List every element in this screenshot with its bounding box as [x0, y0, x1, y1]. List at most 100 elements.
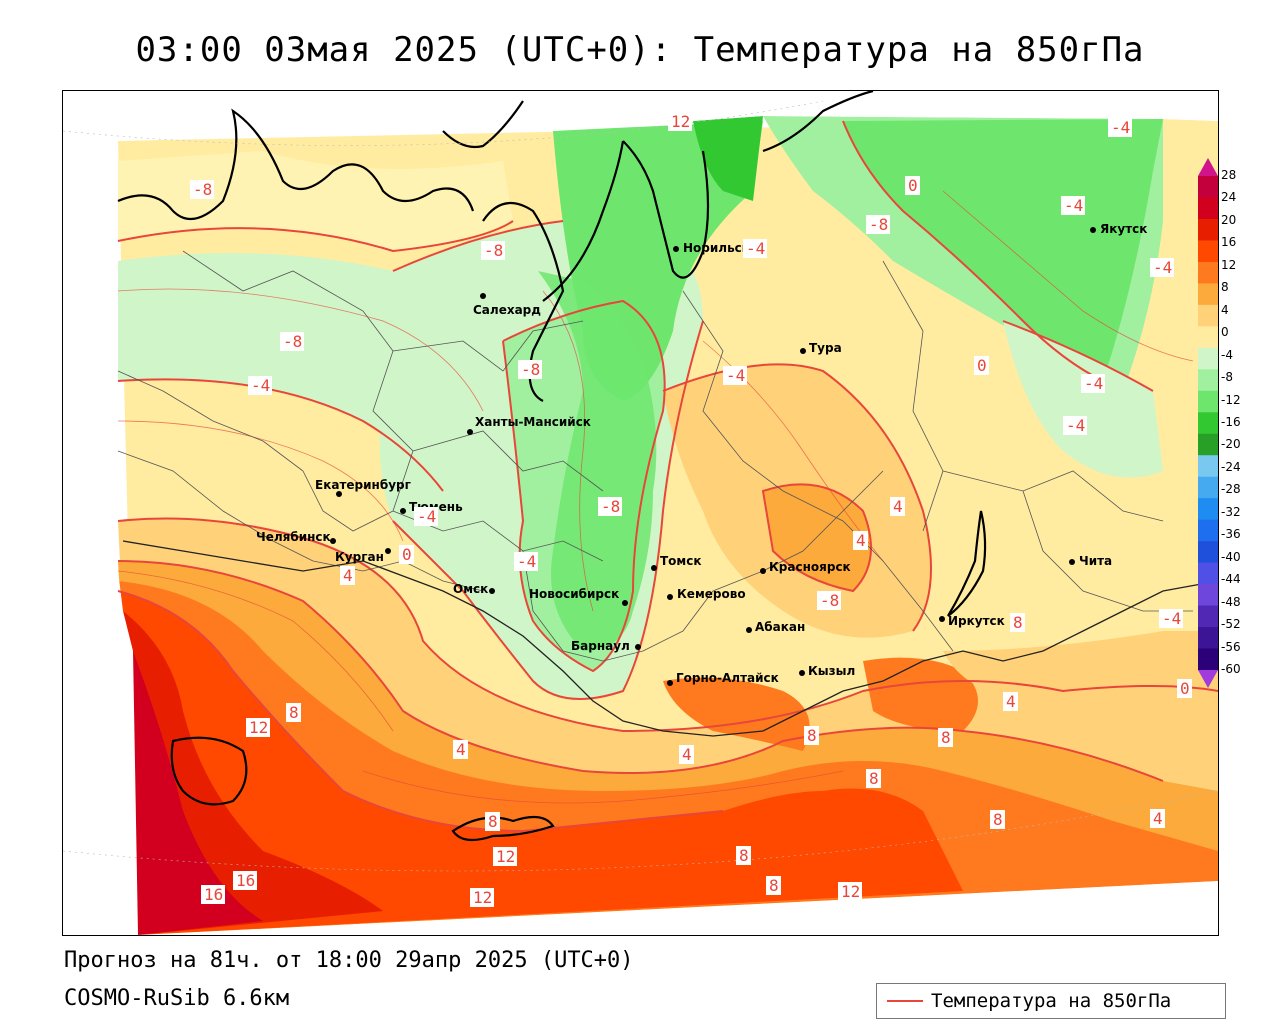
isoline-label-bg: [1063, 416, 1087, 435]
isoline-label: -4: [1111, 118, 1130, 137]
isoline-label: 8: [1013, 613, 1023, 632]
colorbar-tick-label: -56: [1221, 639, 1241, 654]
colorbar-tick-label: -24: [1221, 459, 1241, 474]
isoline-label: 8: [488, 812, 498, 831]
city-dot-kyzyl: [799, 670, 805, 676]
isoline-label-bg: [1003, 692, 1018, 711]
colorbar-tick-label: 24: [1221, 190, 1237, 205]
isoline-label-bg: [853, 531, 868, 550]
isoline-label-bg: [1061, 196, 1085, 215]
colorbar-tick-label: -52: [1221, 617, 1241, 632]
colorbar-tick-label: -12: [1221, 392, 1241, 407]
isoline-label-bg: [248, 376, 272, 395]
isoline-label-bg: [1159, 609, 1183, 628]
isoline-label: 12: [249, 718, 268, 737]
isoline-label-bg: [414, 507, 438, 526]
city-dot-gorno-altaysk: [667, 680, 673, 686]
colorbar-tick-label: 12: [1221, 257, 1237, 272]
city-dot-yekaterinburg: [336, 491, 342, 497]
colorbar-svg: [1198, 158, 1218, 688]
colorbar-tick-label: -48: [1221, 594, 1241, 609]
colorbar-segment: [1198, 283, 1218, 306]
colorbar-tick-label: -8: [1221, 370, 1233, 385]
isoline-label-bg: [286, 703, 301, 722]
isoline-label-bg: [905, 176, 920, 195]
city-label-kurgan: Курган: [335, 550, 384, 564]
colorbar-tick-label: -4: [1221, 347, 1233, 362]
colorbar-tick-label: 4: [1221, 302, 1229, 317]
colorbar-segment: [1198, 176, 1218, 198]
map-area[interactable]: Якутск Норильск Салехард Тура Ханты-Манс…: [62, 90, 1219, 936]
colorbar-segment: [1198, 390, 1218, 413]
colorbar-segment: [1198, 627, 1218, 650]
isoline-label: -8: [193, 180, 212, 199]
isoline-label-bg: [804, 726, 819, 745]
city-label-yekaterinburg: Екатеринбург: [315, 478, 411, 492]
isoline-label: 8: [993, 810, 1003, 829]
isoline-label-bg: [1081, 374, 1105, 393]
city-label-gorno-altaysk: Горно-Алтайск: [676, 671, 779, 685]
colorbar-segment: [1198, 605, 1218, 628]
city-label-salekhard: Салехард: [473, 303, 541, 317]
isoline-label-bg: [723, 366, 747, 385]
isoline-label-bg: [493, 847, 517, 866]
colorbar-segment: [1198, 584, 1218, 607]
isoline-label-bg: [668, 112, 692, 131]
isoline-label-bg: [598, 497, 622, 516]
isoline-label-bg: [514, 552, 538, 571]
isoline-label: 0: [908, 176, 918, 195]
colorbar-tick-label: -32: [1221, 504, 1241, 519]
isoline-label-bg: [470, 888, 494, 907]
city-label-abakan: Абакан: [755, 620, 805, 634]
isoline-label-bg: [866, 215, 890, 234]
colorbar-tick-label: -60: [1221, 662, 1241, 676]
isoline-label-bg: [838, 882, 862, 901]
isoline-label: 0: [402, 545, 412, 564]
colorbar-tick-label: -44: [1221, 572, 1241, 587]
isoline-label-bg: [679, 745, 694, 764]
isoline-label: 4: [1153, 809, 1163, 828]
isoline-label: 4: [856, 531, 866, 550]
colorbar-tick-label: 0: [1221, 325, 1229, 340]
city-dot-tomsk: [651, 565, 657, 571]
colorbar-tick-label: 16: [1221, 235, 1237, 250]
city-dot-omsk: [489, 588, 495, 594]
isoline-label: 8: [739, 846, 749, 865]
isoline-label-bg: [190, 180, 214, 199]
colorbar-segment: [1198, 541, 1218, 564]
city-label-khanty-mansiysk: Ханты-Мансийск: [475, 415, 591, 429]
isoline-label: 8: [289, 703, 299, 722]
colorbar-tick-label: 8: [1221, 280, 1229, 295]
isoline-label-bg: [1177, 679, 1192, 698]
isoline-label: -4: [517, 552, 536, 571]
map-title: 03:00 03мая 2025 (UTC+0): Температура на…: [135, 30, 1145, 70]
isoline-label-bg: [1108, 118, 1132, 137]
temperature-isolines: [117, 120, 1218, 833]
isoline-label-bg: [1010, 613, 1025, 632]
city-dot-tura: [800, 348, 806, 354]
colorbar-tick-label: 20: [1221, 212, 1237, 227]
colorbar-segment: [1198, 476, 1218, 499]
isoline-label: 12: [671, 112, 690, 131]
isoline-label: 12: [473, 888, 492, 907]
city-label-tomsk: Томск: [660, 554, 702, 568]
colorbar-segment: [1198, 498, 1218, 521]
colorbar-tick-label: -20: [1221, 437, 1241, 452]
colorbar-tick-label: -36: [1221, 527, 1241, 542]
city-label-kyzyl: Кызыл: [808, 664, 855, 678]
colorbar-segment: [1198, 240, 1218, 263]
city-dot-barnaul: [635, 644, 641, 650]
isoline-label: 8: [807, 726, 817, 745]
city-dot-krasnoyarsk: [760, 568, 766, 574]
isoline-label-bg: [990, 810, 1005, 829]
colorbar-top-arrow: [1198, 158, 1218, 176]
isoline-label: -4: [251, 376, 270, 395]
colorbar-segment: [1198, 519, 1218, 542]
colorbar-segment: [1198, 412, 1218, 435]
isoline-label-bg: [481, 241, 505, 260]
isoline-label: -4: [1162, 609, 1181, 628]
admin-borders: [117, 250, 1193, 662]
city-dot-tyumen: [400, 508, 406, 514]
legend-line-swatch: [887, 1000, 923, 1002]
isoline-label: 4: [682, 745, 692, 764]
